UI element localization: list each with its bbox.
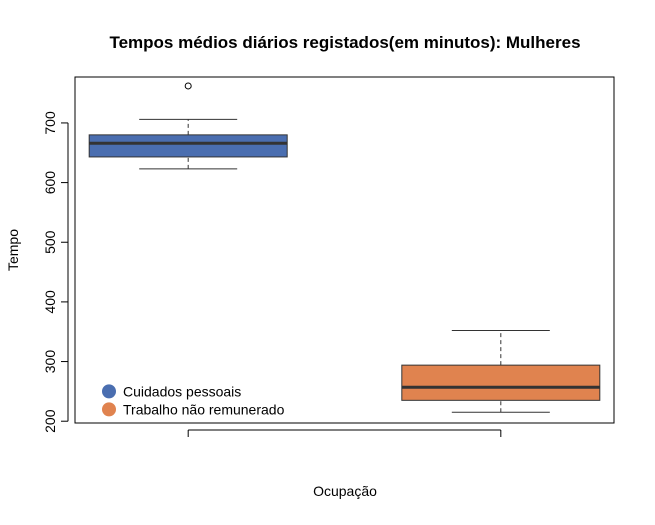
legend-marker xyxy=(102,384,116,399)
box-1 xyxy=(88,82,288,170)
x-axis xyxy=(187,429,502,437)
legend-label: Cuidados pessoais xyxy=(123,383,241,399)
box-2 xyxy=(401,330,601,413)
legend-label: Trabalho não remunerado xyxy=(123,401,285,417)
interquartile-box xyxy=(401,364,601,401)
y-tick-label: 200 xyxy=(42,409,58,433)
x-axis-label: Ocupação xyxy=(313,483,377,499)
legend-marker xyxy=(102,402,116,417)
y-tick-label: 600 xyxy=(42,171,58,195)
legend: Cuidados pessoais Trabalho não remunerado xyxy=(102,383,285,417)
y-tick-label: 700 xyxy=(42,111,58,135)
y-tick-label: 500 xyxy=(42,230,58,254)
legend-item: Trabalho não remunerado xyxy=(102,401,285,417)
y-tick-label: 400 xyxy=(42,290,58,314)
chart-title: Tempos médios diários registados(em minu… xyxy=(109,33,580,52)
legend-item: Cuidados pessoais xyxy=(102,383,241,399)
interquartile-box xyxy=(88,134,288,158)
y-tick-label: 300 xyxy=(42,350,58,374)
y-axis-label: Tempo xyxy=(5,229,21,271)
box-group xyxy=(88,82,601,413)
plot-frame xyxy=(74,76,615,424)
y-axis: 200 300 400 500 600 700 xyxy=(42,111,69,433)
outlier-point xyxy=(184,82,192,90)
